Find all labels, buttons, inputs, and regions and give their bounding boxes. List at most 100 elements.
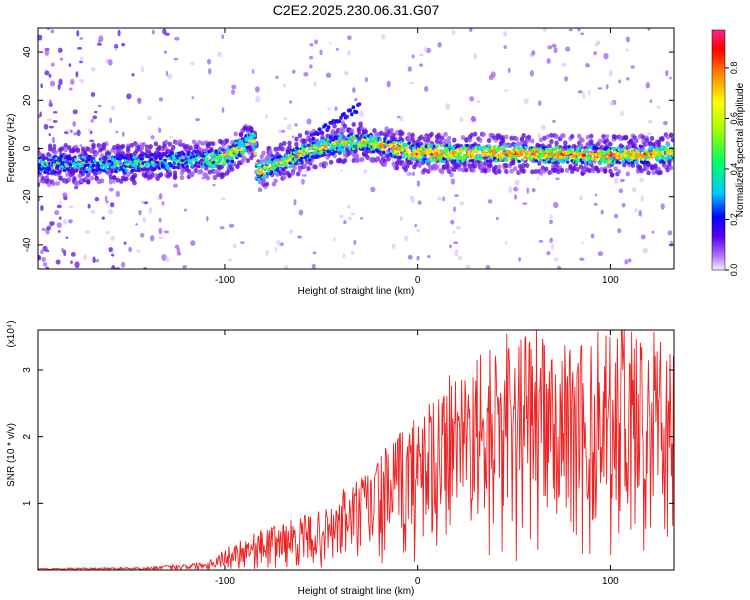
heatmap-noise-cell [184, 208, 187, 212]
heatmap-halo-cell [280, 146, 285, 152]
heatmap-signal-cell [192, 154, 196, 159]
heatmap-halo-cell [112, 175, 117, 181]
y-tick-label: 20 [22, 94, 33, 106]
heatmap-noise-cell [522, 202, 528, 205]
heatmap-signal-cell [361, 147, 365, 151]
heatmap-noise-cell [621, 202, 626, 208]
heatmap-signal-cell [302, 147, 306, 151]
heatmap-noise-cell [531, 50, 536, 56]
heatmap-halo-cell [212, 169, 218, 175]
heatmap-halo-cell [233, 131, 238, 137]
heatmap-halo-cell [294, 141, 299, 147]
heatmap-noise-cell [70, 78, 75, 85]
heatmap-signal-cell [517, 159, 521, 163]
heatmap-noise-cell [309, 55, 314, 60]
heatmap-halo-cell [464, 167, 469, 173]
heatmap-halo-cell [60, 146, 65, 152]
heatmap-signal-cell [229, 153, 233, 157]
heatmap-halo-cell [46, 151, 51, 157]
heatmap-halo-cell [464, 137, 469, 143]
heatmap-signal-cell [376, 149, 380, 153]
heatmap-halo-cell [521, 163, 526, 169]
heatmap-noise-cell [206, 58, 212, 65]
heatmap-noise-cell [50, 29, 55, 34]
snr-axes: -100 0 100 1 2 3 [22, 330, 674, 587]
heatmap-halo-cell [426, 137, 431, 143]
heatmap-noise-cell [113, 44, 119, 49]
heatmap-halo-cell [44, 175, 49, 181]
heatmap-halo-cell [91, 142, 96, 148]
heatmap-signal-cell [185, 164, 189, 169]
heatmap-noise-cell [328, 41, 332, 45]
heatmap-branch-cell [323, 123, 328, 128]
heatmap-noise-cell [537, 132, 541, 139]
heatmap-signal-cell [594, 158, 599, 162]
heatmap-noise-cell [624, 259, 629, 265]
heatmap-noise-cell [251, 69, 255, 74]
heatmap-halo-cell [500, 135, 506, 141]
heatmap-noise-cell [312, 251, 317, 255]
y-tick-label: -20 [22, 189, 33, 204]
heatmap-noise-cell [230, 89, 236, 95]
heatmap-signal-cell [524, 145, 528, 150]
heatmap-noise-cell [62, 218, 68, 225]
heatmap-noise-cell [579, 195, 583, 201]
heatmap-signal-cell [41, 160, 46, 164]
heatmap-noise-cell [73, 185, 79, 190]
heatmap-halo-cell [351, 121, 356, 127]
heatmap-noise-cell [41, 227, 46, 232]
heatmap-signal-cell [401, 155, 406, 159]
heatmap-noise-cell [593, 202, 598, 206]
heatmap-noise-cell [158, 218, 162, 223]
heatmap-noise-cell [418, 53, 424, 57]
heatmap-noise-cell [46, 28, 50, 31]
heatmap-halo-cell [434, 164, 440, 170]
heatmap-signal-cell [363, 143, 368, 147]
heatmap-halo-cell [184, 144, 190, 150]
heatmap-noise-cell [582, 92, 586, 99]
heatmap-noise-cell [347, 35, 352, 41]
heatmap-halo-cell [608, 141, 613, 147]
heatmap-signal-cell [553, 157, 557, 162]
heatmap-noise-cell [339, 214, 344, 219]
heatmap-signal-cell [580, 160, 585, 165]
heatmap-halo-cell [670, 137, 674, 143]
heatmap-noise-cell [647, 132, 652, 136]
heatmap-noise-cell [309, 64, 313, 69]
heatmap-halo-cell [391, 132, 396, 138]
heatmap-halo-cell [94, 150, 100, 156]
heatmap-noise-cell [189, 61, 195, 66]
heatmap-noise-cell [529, 70, 534, 77]
heatmap-noise-cell [275, 75, 279, 79]
heatmap-noise-cell [42, 262, 48, 267]
heatmap-signal-cell [194, 158, 199, 162]
heatmap-signal-cell [331, 144, 335, 149]
heatmap-halo-cell [287, 173, 292, 179]
heatmap-signal-cell [99, 165, 104, 169]
heatmap-signal-cell [246, 136, 251, 141]
heatmap-signal-cell [53, 170, 58, 174]
heatmap-noise-cell [538, 240, 544, 243]
heatmap-signal-cell [208, 162, 213, 166]
heatmap-signal-cell [339, 137, 343, 142]
heatmap-signal-cell [252, 139, 257, 143]
heatmap-noise-cell [411, 171, 416, 177]
heatmap-noise-cell [232, 243, 237, 249]
heatmap-noise-cell [167, 73, 173, 80]
heatmap-halo-cell [602, 168, 608, 174]
heatmap-noise-cell [111, 265, 116, 269]
heatmap-signal-cell [645, 160, 650, 164]
heatmap-halo-cell [89, 175, 94, 181]
heatmap-signal-cell [195, 149, 200, 153]
heatmap-signal-cell [309, 146, 313, 150]
heatmap-noise-cell [135, 223, 139, 226]
heatmap-halo-cell [417, 161, 422, 167]
heatmap-noise-cell [274, 246, 278, 252]
heatmap-halo-cell [264, 181, 270, 187]
heatmap-noise-cell [128, 246, 133, 253]
heatmap-noise-cell [476, 100, 481, 104]
heatmap-signal-cell [449, 153, 453, 157]
heatmap-signal-cell [421, 146, 425, 150]
heatmap-noise-cell [419, 63, 424, 67]
